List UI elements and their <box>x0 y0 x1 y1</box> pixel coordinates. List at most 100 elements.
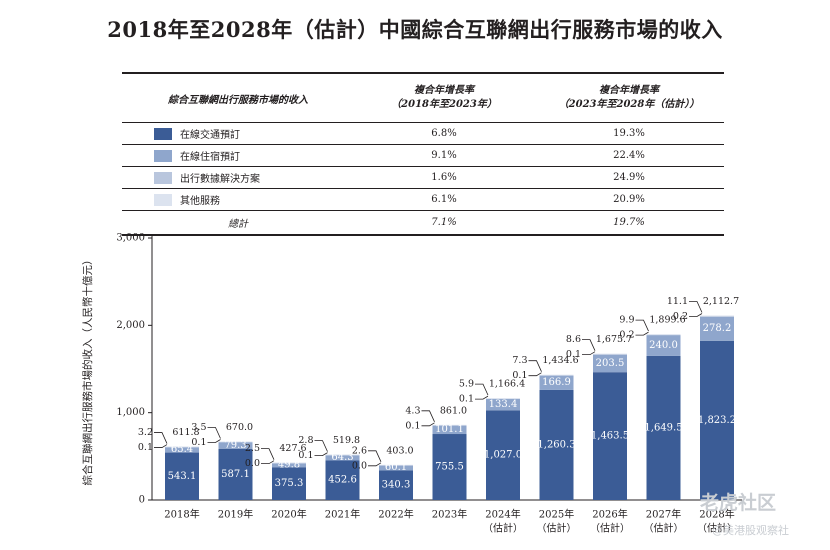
table-row-label: 其他服務 <box>122 192 354 207</box>
callout-line-data-solutions <box>421 422 435 427</box>
watermark-logo: 老虎社区 <box>700 492 777 514</box>
callout-line-data-solutions <box>154 444 168 448</box>
data-label-transport: 1,649.5 <box>644 422 682 433</box>
data-label-other: 4.3 <box>405 405 420 416</box>
bar-segment-transport <box>325 460 360 500</box>
table-row-label: 在線交通預訂 <box>122 126 354 141</box>
x-tick-label: 2020年 <box>271 508 306 521</box>
table-total-cagr1: 7.1% <box>431 217 457 228</box>
bar-segment-accommodation <box>272 462 306 468</box>
callout-line-data-solutions <box>475 395 489 400</box>
legend-swatch-data-solutions <box>154 171 172 184</box>
bar-segment-accommodation <box>165 446 199 453</box>
data-label-transport: 755.5 <box>435 462 464 473</box>
data-label-other: 3.2 <box>138 427 153 438</box>
table-header-cagr-2023-2028-line2: （2023年至2028年（估計）） <box>558 99 700 110</box>
bar-segment-transport <box>272 467 306 500</box>
table-cell-cagr2: 22.4% <box>613 150 645 161</box>
data-label-accommodation: 203.5 <box>596 358 625 369</box>
table-row: 在線住宿預訂 9.1% 22.4% <box>122 145 724 167</box>
data-label-other: 2.6 <box>352 445 367 456</box>
bar-segment-other <box>218 441 253 443</box>
bar-segment-accommodation <box>700 316 734 341</box>
bar-segment-other <box>700 315 734 317</box>
bar-segment-accommodation <box>486 398 520 411</box>
table-row-label: 在線住宿預訂 <box>122 148 354 163</box>
table-cell-cagr1: 6.1% <box>431 194 457 205</box>
data-label-transport: 1,027.0 <box>484 450 522 461</box>
table-header-cagr-2023-2028: 複合年增長率 （2023年至2028年（估計）） <box>534 84 724 112</box>
y-tick-label: 3,000 <box>116 233 145 244</box>
bar-segment-accommodation <box>646 334 681 356</box>
callout-line-data-solutions <box>689 313 703 317</box>
callout-line-data-solutions <box>368 462 382 467</box>
x-tick-label: 2026年 <box>592 508 627 521</box>
data-label-data-solutions: 0.1 <box>191 437 206 448</box>
x-tick-label: 2025年 <box>539 508 574 521</box>
data-label-accommodation: 79.3 <box>224 440 246 451</box>
bar-segment-accommodation <box>325 454 360 461</box>
data-label-transport: 340.3 <box>382 480 411 491</box>
data-label-transport: 587.1 <box>221 469 250 480</box>
data-label-total: 1,166.4 <box>489 379 525 390</box>
data-label-data-solutions: 0.0 <box>352 460 367 471</box>
table-total-row: 總計 7.1% 19.7% <box>122 211 724 234</box>
callout-line-other <box>261 448 275 460</box>
data-label-other: 3.5 <box>191 422 206 433</box>
bar-segment-accommodation <box>379 465 413 471</box>
bar-segment-transport <box>486 410 520 500</box>
data-label-data-solutions: 0.1 <box>298 450 313 461</box>
table-header-category: 綜合互聯網出行服務市場的收入 <box>168 94 308 106</box>
data-label-accommodation: 65.4 <box>171 444 193 455</box>
table-row: 在線交通預訂 6.8% 19.3% <box>122 123 724 145</box>
callout-line-data-solutions <box>261 460 275 465</box>
data-label-data-solutions: 0.2 <box>673 311 688 322</box>
legend-swatch-accommodation <box>154 149 172 162</box>
x-tick-label: 2027年 <box>646 508 681 521</box>
callout-line-other <box>154 432 168 444</box>
table-header-cagr-2018-2023-line2: （2018年至2023年） <box>391 99 497 110</box>
data-label-total: 1,899.6 <box>649 315 685 326</box>
bar-segment-accommodation <box>539 375 574 390</box>
bar-segment-transport <box>593 372 627 500</box>
x-tick-note: （估計） <box>644 522 684 535</box>
x-tick-label: 2028年 <box>699 508 734 521</box>
data-label-data-solutions: 0.1 <box>512 370 527 381</box>
data-label-data-solutions: 0.1 <box>459 394 474 405</box>
bar-segment-other <box>432 424 467 426</box>
data-label-other: 7.3 <box>512 355 527 366</box>
table-header-cagr-2018-2023: 複合年增長率 （2018年至2023年） <box>354 84 534 112</box>
x-tick-note: （估計） <box>697 522 737 535</box>
x-tick-label: 2019年 <box>218 508 253 521</box>
data-label-data-solutions: 0.1 <box>138 442 153 453</box>
data-label-accommodation: 60.1 <box>385 462 407 473</box>
table-total-label: 總計 <box>228 219 248 230</box>
data-label-accommodation: 166.9 <box>542 377 571 388</box>
callout-line-other <box>207 427 221 439</box>
bar-segment-transport <box>379 470 413 500</box>
bar-segment-other <box>593 353 627 355</box>
x-tick-label: 2022年 <box>378 508 413 521</box>
table-cell-cagr2: 24.9% <box>613 172 645 183</box>
table-cell-cagr1: 6.8% <box>431 128 457 139</box>
data-label-other: 5.9 <box>459 379 474 390</box>
callout-line-other <box>314 440 328 452</box>
data-label-transport: 375.3 <box>275 478 304 489</box>
callout-line-data-solutions <box>207 439 221 443</box>
legend-label-other: 其他服務 <box>180 196 220 207</box>
data-label-total: 403.0 <box>386 445 413 456</box>
y-tick-label: 2,000 <box>116 320 145 331</box>
table-row: 其他服務 6.1% 20.9% <box>122 189 724 211</box>
x-tick-label: 2018年 <box>164 508 199 521</box>
bar-segment-other <box>486 398 520 399</box>
bar-segment-transport <box>218 448 253 500</box>
callout-line-other <box>528 360 542 372</box>
data-label-total: 519.8 <box>333 435 360 446</box>
data-label-other: 8.6 <box>566 334 581 345</box>
data-label-accommodation: 133.4 <box>489 399 518 410</box>
x-tick-label: 2023年 <box>432 508 467 521</box>
legend-label-transport: 在線交通預訂 <box>180 130 240 141</box>
data-label-total: 2,112.7 <box>703 296 739 307</box>
x-tick-label: 2024年 <box>485 508 520 521</box>
